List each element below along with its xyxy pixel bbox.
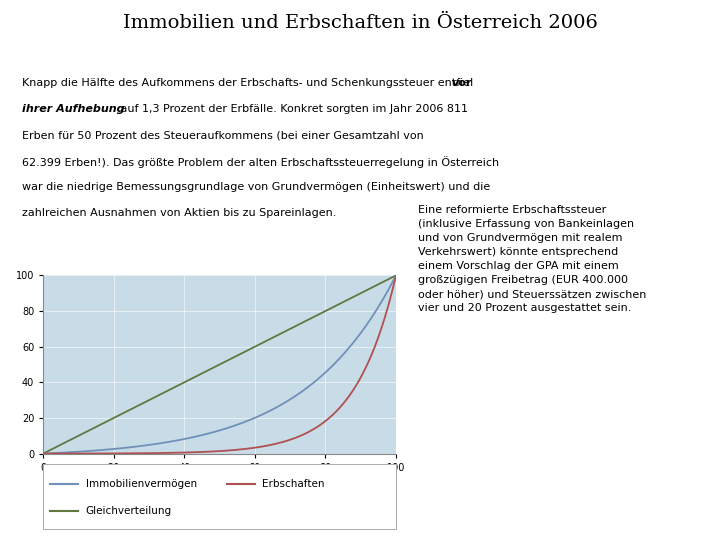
Text: auf 1,3 Prozent der Erbfälle. Konkret sorgten im Jahr 2006 811: auf 1,3 Prozent der Erbfälle. Konkret so… xyxy=(117,104,469,114)
Text: zahlreichen Ausnahmen von Aktien bis zu Spareinlagen.: zahlreichen Ausnahmen von Aktien bis zu … xyxy=(22,208,336,218)
Text: Erben für 50 Prozent des Steueraufkommens (bei einer Gesamtzahl von: Erben für 50 Prozent des Steueraufkommen… xyxy=(22,130,423,140)
Text: ihrer Aufhebung: ihrer Aufhebung xyxy=(22,104,125,114)
Text: Gleichverteilung: Gleichverteilung xyxy=(86,506,171,516)
Text: Immobilienvermögen: Immobilienvermögen xyxy=(86,479,197,489)
Text: Erbschaften: Erbschaften xyxy=(262,479,325,489)
X-axis label: Bevölkerungsanteil in Prozent: Bevölkerungsanteil in Prozent xyxy=(130,477,309,487)
Text: vor: vor xyxy=(451,78,472,89)
Text: Eine reformierte Erbschaftssteuer
(inklusive Erfassung von Bankeinlagen
und von : Eine reformierte Erbschaftssteuer (inklu… xyxy=(418,205,646,313)
Text: Immobilien und Erbschaften in Österreich 2006: Immobilien und Erbschaften in Österreich… xyxy=(122,14,598,31)
Text: war die niedrige Bemessungsgrundlage von Grundvermögen (Einheitswert) und die: war die niedrige Bemessungsgrundlage von… xyxy=(22,182,490,192)
Text: 62.399 Erben!). Das größte Problem der alten Erbschaftssteuerregelung in Österre: 62.399 Erben!). Das größte Problem der a… xyxy=(22,156,499,168)
Text: Knapp die Hälfte des Aufkommens der Erbschafts- und Schenkungssteuer entfiel: Knapp die Hälfte des Aufkommens der Erbs… xyxy=(22,78,477,89)
